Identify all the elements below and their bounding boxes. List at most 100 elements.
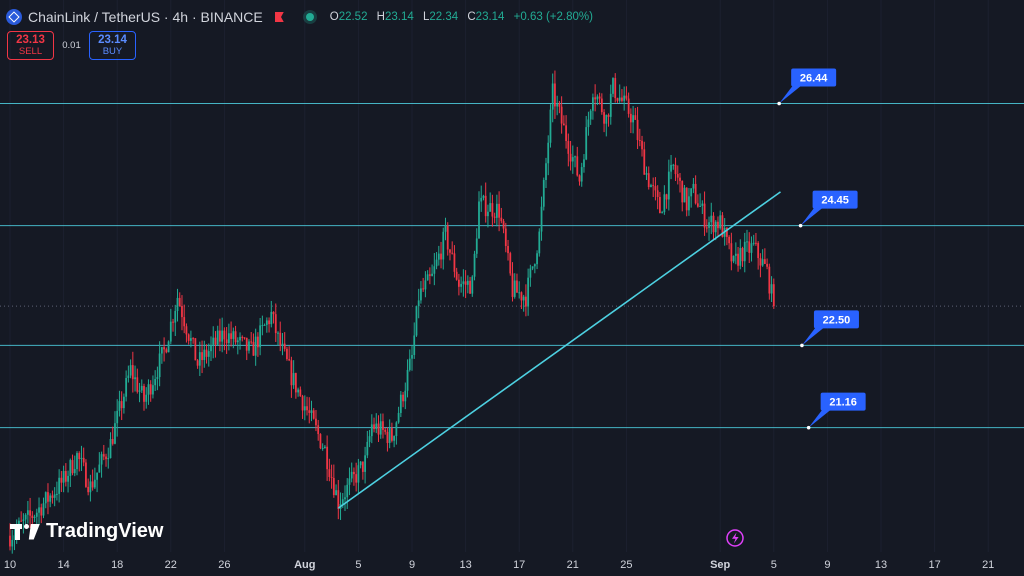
candle-body [145,394,148,402]
candle-body [408,358,411,370]
candle-body [368,436,371,442]
candle-body [165,349,168,353]
candle-body [402,394,404,402]
candle-body [384,429,387,432]
candle-body [40,507,43,516]
candle-body [542,180,545,207]
candle-body [748,241,751,253]
candle-body [562,123,565,126]
candle-body [726,227,728,237]
candle-body [196,360,199,366]
candle-body [420,288,422,301]
candle-body [667,171,670,200]
candle-body [319,434,322,449]
candle-body [127,375,130,379]
candle-body [274,314,277,334]
candle-body [538,231,541,254]
level-label[interactable]: 22.50 [800,310,859,348]
candle-body [156,377,159,380]
candle-body [85,462,87,487]
buy-price: 23.14 [98,33,127,46]
candle-body [192,338,195,340]
candle-body [194,338,197,361]
candlestick-series [9,70,775,554]
candle-body [531,266,534,269]
candle-body [321,447,324,449]
candle-body [332,477,335,496]
level-label[interactable]: 24.45 [798,190,858,228]
candle-body [56,493,58,495]
candle-body [540,206,543,232]
market-status-icon[interactable] [305,13,314,21]
candle-body [663,194,666,213]
candle-body [243,337,246,339]
candle-body [301,396,304,411]
candle-body [674,164,677,175]
candle-body [24,514,27,520]
ohlc-readout: O22.52 H23.14 L22.34 C23.14 +0.63 (+2.80… [329,11,593,23]
candle-body [140,385,143,391]
candle-body [22,519,25,522]
x-tick-label: 25 [620,559,632,571]
candle-body [283,343,286,349]
watermark-text: TradingView [46,520,164,542]
candle-body [391,428,393,441]
candle-body [129,365,132,376]
candle-body [51,495,54,498]
candle-body [455,271,458,280]
trendline[interactable] [337,191,781,509]
symbol-title[interactable]: ChainLink / TetherUS · 4h · BINANCE [28,9,263,25]
candle-body [259,325,262,348]
x-tick-label: 17 [513,559,525,571]
x-tick-label: 13 [875,559,887,571]
candle-body [654,186,657,191]
candle-body [143,385,145,402]
candle-body [435,259,438,267]
level-label[interactable]: 26.44 [777,68,837,106]
candle-body [207,351,210,357]
candle-body [366,441,369,456]
candle-body [451,252,454,254]
candle-body [399,394,402,413]
candle-body [583,159,585,168]
candle-body [214,337,217,345]
candle-body [297,389,299,393]
candle-body [431,273,433,276]
candle-body [227,333,230,344]
candle-body [752,242,755,244]
candle-body [386,431,389,443]
candle-body [257,336,259,348]
sell-button[interactable]: 23.13 SELL [7,31,54,60]
candle-body [404,390,407,402]
candle-body [502,221,505,229]
horizontal-levels [0,102,1024,429]
candle-body [341,499,344,505]
candle-body [625,95,628,99]
buy-button[interactable]: 23.14 BUY [89,31,136,60]
candle-body [708,222,710,228]
flag-icon[interactable] [274,12,284,22]
lightning-icon[interactable] [726,529,744,547]
candle-body [772,284,775,307]
candle-body [594,97,597,100]
candle-body [281,343,284,346]
candle-body [440,253,442,260]
candle-body [250,341,253,343]
candle-body [471,276,474,294]
candle-body [475,238,478,254]
level-label-text: 22.50 [823,314,851,326]
candle-body [545,163,547,181]
candle-body [433,266,436,274]
candle-body [618,97,621,101]
candle-body [466,280,469,285]
candle-body [428,274,431,276]
candle-body [116,410,119,424]
candle-body [701,203,704,206]
candle-body [567,141,570,154]
candle-body [607,114,610,117]
candle-body [484,195,487,217]
candle-body [632,115,634,123]
level-label[interactable]: 21.16 [806,392,866,430]
candle-body [766,263,768,267]
